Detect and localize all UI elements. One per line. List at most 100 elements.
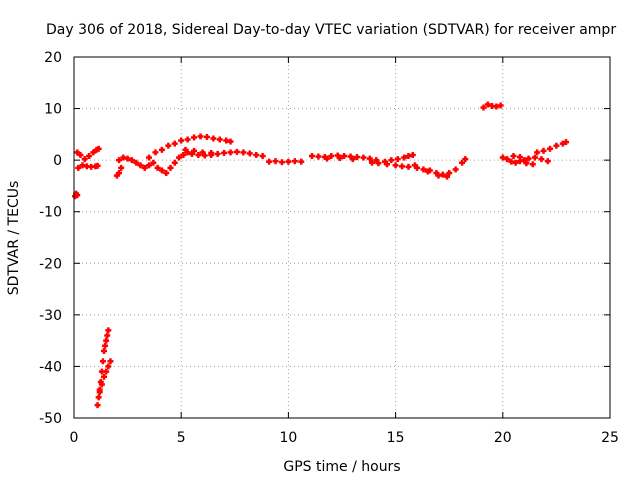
data-point bbox=[384, 161, 391, 168]
y-tick-label: -30 bbox=[39, 308, 62, 324]
data-point bbox=[459, 159, 466, 166]
data-point bbox=[253, 151, 260, 158]
data-point bbox=[546, 145, 553, 152]
data-point bbox=[405, 163, 412, 170]
data-point bbox=[278, 159, 285, 166]
x-tick-label: 15 bbox=[387, 430, 405, 446]
data-point bbox=[392, 162, 399, 169]
data-point bbox=[504, 156, 511, 163]
data-point bbox=[163, 170, 170, 177]
data-point bbox=[240, 149, 247, 156]
data-point bbox=[101, 373, 108, 380]
data-point bbox=[146, 162, 153, 169]
data-point bbox=[291, 158, 298, 165]
data-point bbox=[553, 142, 560, 149]
data-point bbox=[124, 155, 131, 162]
x-tick-label: 25 bbox=[601, 430, 619, 446]
data-points bbox=[72, 101, 570, 409]
data-point bbox=[369, 159, 376, 166]
data-point bbox=[401, 154, 408, 161]
grid bbox=[74, 57, 610, 418]
data-point bbox=[184, 136, 191, 143]
data-point bbox=[497, 102, 504, 109]
data-point bbox=[178, 137, 185, 144]
x-tick-label: 0 bbox=[70, 430, 79, 446]
data-point bbox=[424, 168, 431, 175]
data-point bbox=[394, 156, 401, 163]
data-point bbox=[216, 136, 223, 143]
data-point bbox=[118, 164, 125, 171]
plot-frame bbox=[73, 56, 611, 419]
y-tick-label: 20 bbox=[44, 50, 62, 66]
data-point bbox=[199, 149, 206, 156]
data-point bbox=[480, 104, 487, 111]
data-point bbox=[210, 135, 217, 142]
data-point bbox=[227, 149, 234, 156]
data-point bbox=[409, 151, 416, 158]
data-point bbox=[103, 337, 110, 344]
data-point bbox=[366, 155, 373, 162]
data-point bbox=[462, 156, 469, 163]
data-point bbox=[171, 140, 178, 147]
data-point bbox=[116, 157, 123, 164]
data-point bbox=[95, 145, 102, 152]
data-point bbox=[544, 158, 551, 165]
chart-title: Day 306 of 2018, Sidereal Day-to-day VTE… bbox=[46, 22, 616, 38]
data-point bbox=[323, 155, 330, 162]
y-axis-label: SDTVAR / TECUs bbox=[6, 181, 22, 296]
data-point bbox=[191, 147, 198, 154]
data-point bbox=[446, 170, 453, 177]
data-point bbox=[499, 154, 506, 161]
data-point bbox=[227, 138, 234, 145]
x-tick-label: 5 bbox=[177, 430, 186, 446]
data-point bbox=[133, 159, 140, 166]
data-point bbox=[158, 167, 165, 174]
data-point bbox=[266, 158, 273, 165]
data-point bbox=[137, 162, 144, 169]
data-point bbox=[388, 157, 395, 164]
data-point bbox=[525, 155, 532, 162]
data-point bbox=[531, 154, 538, 161]
data-point bbox=[349, 156, 356, 163]
data-point bbox=[336, 155, 343, 162]
y-tick-label: -40 bbox=[39, 359, 62, 375]
data-point bbox=[510, 153, 517, 160]
data-point bbox=[221, 149, 228, 156]
data-point bbox=[94, 162, 101, 169]
data-point bbox=[563, 139, 570, 146]
data-point bbox=[444, 173, 451, 180]
data-point bbox=[399, 163, 406, 170]
data-point bbox=[214, 150, 221, 157]
y-tick-label: -20 bbox=[39, 256, 62, 272]
data-point bbox=[197, 133, 204, 140]
data-point bbox=[86, 153, 93, 160]
data-point bbox=[233, 148, 240, 155]
data-point bbox=[158, 146, 165, 153]
data-point bbox=[420, 166, 427, 173]
data-point bbox=[128, 157, 135, 164]
data-point bbox=[195, 151, 202, 158]
data-point bbox=[484, 101, 491, 108]
x-axis-ticks: 0 5 10 15 20 25 bbox=[70, 57, 619, 446]
data-point bbox=[272, 158, 279, 165]
x-tick-label: 20 bbox=[494, 430, 512, 446]
y-tick-label: 10 bbox=[44, 102, 62, 118]
data-point bbox=[103, 368, 110, 375]
data-point bbox=[167, 164, 174, 171]
data-point bbox=[104, 332, 111, 339]
data-point bbox=[146, 154, 153, 161]
data-point bbox=[176, 154, 183, 161]
y-axis-ticks: 20 10 0 -10 -20 -30 -40 -50 bbox=[39, 50, 610, 427]
y-tick-label: -50 bbox=[39, 411, 62, 427]
data-point bbox=[328, 153, 335, 160]
data-point bbox=[435, 172, 442, 179]
x-tick-label: 10 bbox=[279, 430, 297, 446]
x-axis-label: GPS time / hours bbox=[283, 459, 400, 475]
data-point bbox=[452, 166, 459, 173]
data-point bbox=[102, 342, 109, 349]
data-point bbox=[315, 153, 322, 160]
data-point bbox=[512, 159, 519, 166]
data-point bbox=[116, 170, 123, 177]
data-point bbox=[523, 160, 530, 167]
